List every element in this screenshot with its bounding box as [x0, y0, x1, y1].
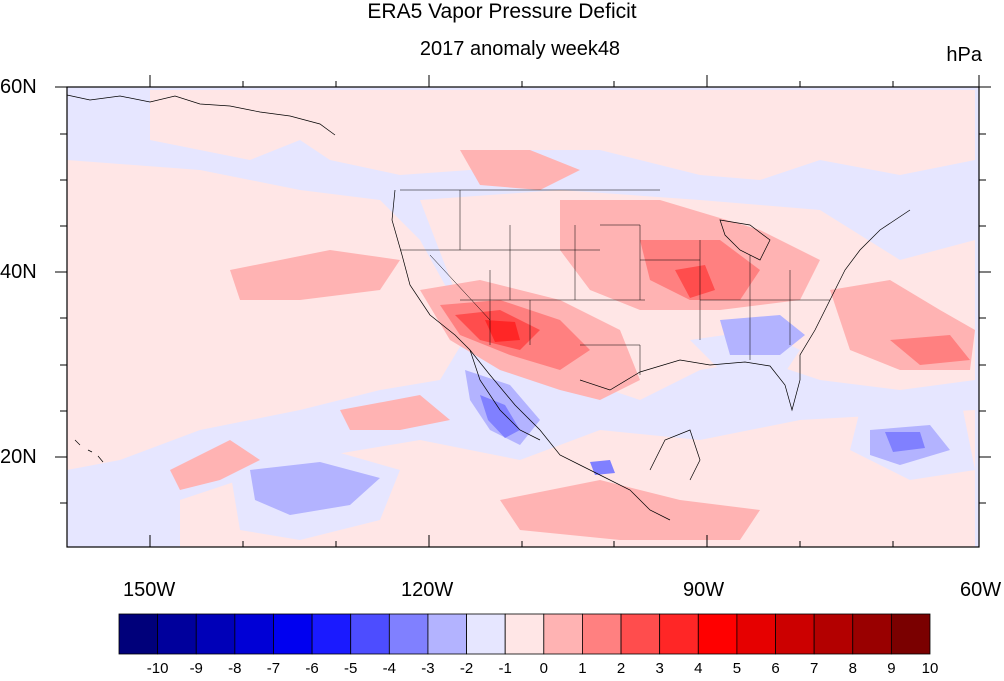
colorbar-box [890, 613, 931, 655]
colorbar-box [350, 613, 390, 655]
colorbar-box [852, 613, 892, 655]
colorbar-box [234, 613, 274, 655]
anomaly-field [67, 87, 979, 547]
lon-label-150w: 150W [123, 579, 176, 601]
colorbar-label: 4 [694, 660, 703, 677]
hawaii-islands [74, 439, 104, 463]
colorbar-label: -9 [189, 660, 203, 677]
colorbar-label: -8 [228, 660, 242, 677]
colorbar [118, 613, 931, 655]
colorbar-box [697, 613, 738, 655]
anomaly-neg-southeast [720, 315, 805, 355]
colorbar-box [388, 613, 429, 655]
anomaly-neg-atlantic-core [885, 432, 925, 452]
colorbar-box [157, 613, 197, 655]
lat-label-20n: 20N [0, 446, 37, 468]
positive-anomaly-west-pacific [67, 160, 470, 470]
gulf-coast [579, 209, 911, 412]
colorbar-label: -10 [146, 660, 169, 677]
yucatan-coast [649, 429, 701, 481]
colorbar-box [504, 613, 545, 655]
map-subtitle: 2017 anomaly week48 [419, 38, 621, 60]
colorbar-label: -4 [382, 660, 396, 677]
anomaly-1-2-canada [460, 150, 580, 190]
colorbar-label: 1 [578, 660, 587, 677]
state-boundaries [400, 189, 830, 375]
colorbar-label: 9 [887, 660, 896, 677]
colorbar-box [582, 613, 622, 655]
colorbar-box [659, 613, 699, 655]
anomaly-neg-pacific-south [250, 462, 380, 515]
positive-anomaly-north-pacific [150, 90, 975, 180]
colorbar-label: 5 [732, 660, 742, 677]
west-coast [391, 189, 671, 521]
coastlines [66, 94, 911, 521]
anomaly-neg-mexico [590, 460, 615, 475]
baja-coast [469, 349, 541, 441]
colorbar-box [273, 613, 313, 655]
anomaly-3-4-iowa [675, 265, 715, 298]
colorbar-label: -6 [305, 660, 319, 677]
colorbar-label: 7 [809, 660, 819, 677]
lon-label-120w: 120W [401, 579, 454, 601]
colorbar-box [427, 613, 467, 655]
colorbar-label: 8 [848, 660, 857, 677]
anomaly-4-5-arizona-core [485, 320, 520, 342]
axis-ticks [55, 75, 991, 547]
units-label: hPa [946, 44, 982, 66]
anomaly-1-2-pacific-band [230, 250, 400, 300]
great-lakes [719, 219, 771, 261]
colorbar-box [775, 613, 815, 655]
colorbar-label: 6 [771, 660, 780, 677]
map-frame [66, 86, 980, 548]
colorbar-box [195, 613, 236, 655]
colorbar-label: 2 [616, 660, 626, 677]
colorbar-box [736, 613, 776, 655]
anomaly-1-2-pacific-south [170, 440, 260, 490]
colorbar-label: 10 [921, 660, 939, 677]
anomaly-1-2-pacific-east [340, 395, 450, 430]
lon-label-60w: 60W [960, 579, 1002, 601]
colorbar-label: -1 [498, 660, 512, 677]
colorbar-box [620, 613, 661, 655]
colorbar-label: -3 [421, 660, 435, 677]
anomaly-neg-baja-core [480, 395, 520, 438]
colorbar-label: 3 [655, 660, 664, 677]
lat-label-60n: 60N [0, 76, 37, 98]
colorbar-box [543, 613, 583, 655]
lon-label-90w: 90W [683, 579, 725, 601]
colorbar-box [466, 613, 506, 655]
colorbar-label: -7 [266, 660, 281, 677]
colorbar-box [311, 613, 352, 655]
colorbar-label: -2 [459, 660, 474, 677]
colorbar-label: 0 [539, 660, 548, 677]
colorbar-box [118, 613, 159, 655]
colorbar-box [813, 613, 854, 655]
colorbar-label: -5 [344, 660, 358, 677]
anomaly-1-2-central-america [500, 480, 760, 540]
map-title: ERA5 Vapor Pressure Deficit [367, 0, 637, 23]
alaska-coast [66, 94, 336, 136]
lat-label-40n: 40N [0, 261, 37, 283]
anomaly-2-3-atlantic [890, 335, 970, 365]
